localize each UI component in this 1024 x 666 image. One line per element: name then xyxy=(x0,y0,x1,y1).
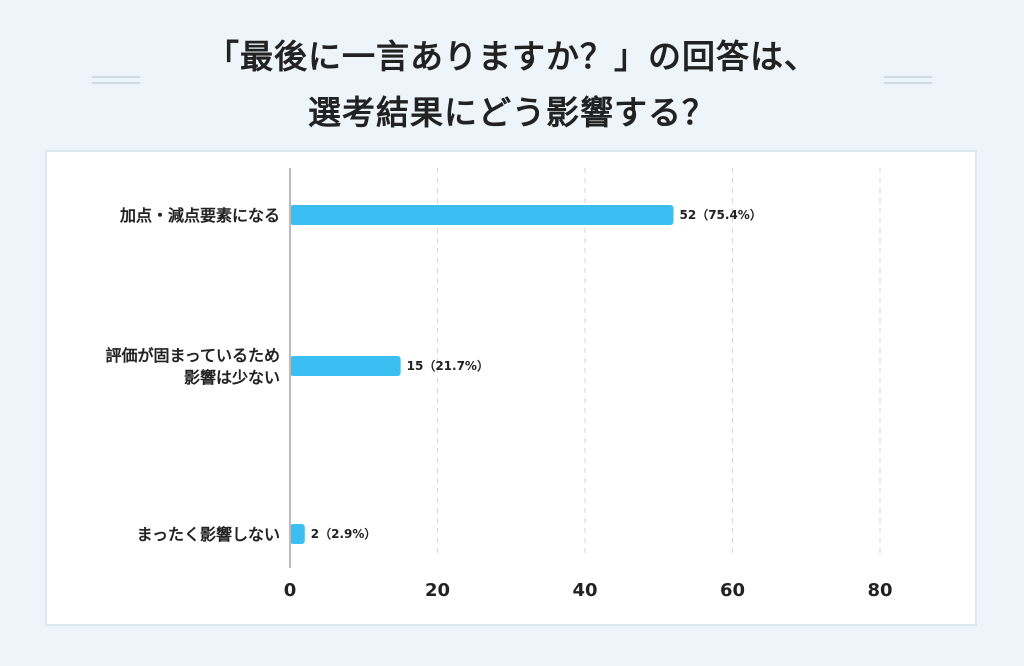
bar-value-label: 15（21.7%） xyxy=(407,358,489,373)
x-tick-label: 60 xyxy=(720,580,745,601)
bar xyxy=(290,356,401,376)
category-label: 加点・減点要素になる xyxy=(119,206,280,225)
x-tick-label: 80 xyxy=(867,580,892,601)
bar xyxy=(290,524,305,544)
category-label: 影響は少ない xyxy=(184,368,280,387)
bar-value-label: 2（2.9%） xyxy=(311,526,377,541)
chart-title-line1: 「最後に一言ありますか？」の回答は、 xyxy=(206,37,818,76)
title-decoration-right xyxy=(884,76,932,78)
title-area: 「最後に一言ありますか？」の回答は、 選考結果にどう影響する？ xyxy=(0,0,1024,140)
chart-title-line2: 選考結果にどう影響する？ xyxy=(308,93,716,132)
x-tick-label: 20 xyxy=(425,580,450,601)
title-decoration-left xyxy=(92,82,140,84)
title-decoration-right xyxy=(884,82,932,84)
bar-value-label: 52（75.4%） xyxy=(680,207,762,222)
x-tick-label: 40 xyxy=(572,580,597,601)
category-label: 評価が固まっているため xyxy=(105,346,280,365)
title-decoration-left xyxy=(92,76,140,78)
chart-panel xyxy=(45,150,977,626)
x-tick-label: 0 xyxy=(284,580,297,601)
bar xyxy=(290,205,674,225)
category-label: まったく影響しない xyxy=(137,525,280,544)
